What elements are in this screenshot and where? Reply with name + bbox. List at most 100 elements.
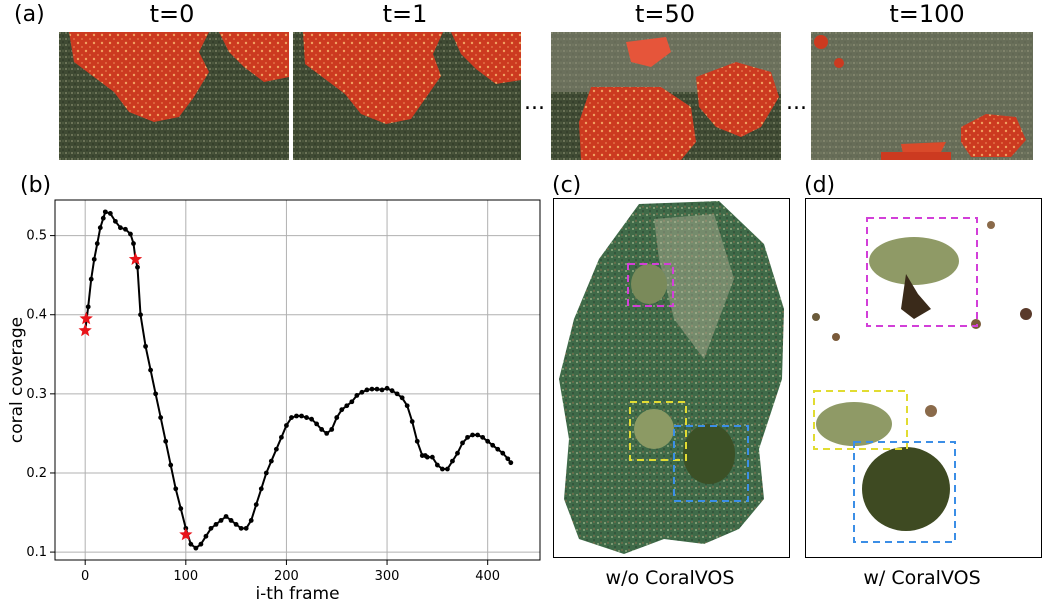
key-frame-star — [128, 252, 143, 265]
data-point — [218, 518, 224, 523]
data-point — [228, 518, 234, 523]
data-point — [470, 432, 475, 438]
data-point — [238, 525, 244, 531]
data-point — [374, 386, 380, 392]
data-point — [203, 533, 209, 539]
data-point — [399, 395, 405, 401]
data-point — [500, 450, 506, 456]
chart-grid — [55, 200, 540, 560]
data-point — [131, 241, 136, 246]
data-point — [263, 470, 269, 476]
data-point — [163, 438, 169, 444]
x-tick-label: 400 — [475, 569, 500, 584]
data-point — [404, 403, 410, 409]
data-point — [273, 446, 279, 452]
data-point — [304, 415, 309, 420]
x-tick-label: 100 — [173, 569, 198, 584]
data-point — [97, 225, 103, 231]
key-frame-star — [78, 323, 92, 337]
key-frame-star — [79, 311, 93, 325]
data-point — [268, 458, 274, 464]
data-point — [319, 427, 325, 432]
data-point — [284, 423, 289, 428]
data-point — [294, 413, 299, 419]
data-point — [198, 541, 204, 547]
data-point — [123, 226, 128, 232]
frame-image-t0 — [59, 32, 289, 160]
data-point — [289, 415, 294, 420]
data-point — [243, 525, 249, 531]
frame-image-t1 — [293, 32, 521, 160]
data-point — [339, 407, 345, 413]
data-point — [379, 387, 385, 393]
data-point — [91, 256, 97, 262]
x-tick-label: 0 — [81, 569, 89, 584]
data-point — [88, 276, 94, 282]
data-point — [505, 456, 511, 462]
panel-a-label: (a) — [14, 2, 45, 27]
caption-without-coralvos: w/o CoralVOS — [605, 567, 735, 589]
data-point — [354, 393, 360, 398]
data-point — [434, 462, 440, 468]
data-point — [102, 209, 108, 215]
data-point — [299, 413, 304, 419]
data-point — [213, 521, 219, 527]
frame-label-t1: t=1 — [382, 0, 428, 28]
data-point — [508, 460, 514, 466]
data-point — [394, 391, 400, 397]
data-point — [188, 541, 194, 547]
chart-ticks: 0 100 200 300 400 0.1 0.2 0.3 0.4 0.5 — [26, 229, 500, 584]
y-tick-label: 0.1 — [26, 545, 47, 560]
data-point — [107, 211, 113, 216]
data-point — [429, 454, 435, 460]
data-point — [85, 304, 91, 310]
data-point — [475, 432, 481, 438]
caption-with-coralvos: w/ CoralVOS — [863, 567, 981, 589]
data-point — [490, 442, 496, 448]
data-point — [135, 264, 140, 270]
data-point — [158, 415, 164, 420]
panel-b-label: (b) — [20, 173, 52, 198]
reconstruction-without-coralvos — [553, 198, 790, 558]
data-point — [369, 386, 375, 392]
y-axis-label: coral coverage — [7, 317, 27, 443]
data-point — [248, 518, 254, 523]
chart-series — [82, 209, 514, 551]
series-line — [84, 210, 512, 550]
data-point — [178, 506, 184, 511]
data-point — [208, 525, 214, 531]
frame-label-t50: t=50 — [634, 0, 696, 28]
data-point — [455, 450, 460, 456]
data-point — [233, 521, 239, 527]
x-tick-label: 300 — [375, 569, 400, 584]
data-point — [450, 458, 455, 464]
data-point — [495, 446, 501, 452]
y-tick-label: 0.2 — [26, 466, 47, 481]
data-point — [258, 486, 264, 492]
data-point — [223, 514, 229, 519]
data-point — [148, 367, 153, 373]
data-point — [465, 434, 470, 440]
panel-d-label: (d) — [804, 173, 836, 198]
data-point — [334, 415, 340, 420]
frame-image-t50 — [551, 32, 781, 160]
data-point — [112, 218, 118, 224]
data-point — [118, 225, 123, 231]
data-point — [414, 438, 420, 444]
x-tick-label: 200 — [274, 569, 299, 584]
data-point — [314, 421, 320, 427]
data-point — [359, 389, 365, 395]
data-point — [439, 466, 445, 472]
data-point — [389, 388, 395, 394]
ellipsis-2: ... — [786, 90, 807, 115]
data-point — [94, 241, 100, 246]
data-point — [349, 399, 355, 405]
key-frame-star — [179, 527, 193, 541]
x-axis-label: i-th frame — [255, 584, 339, 604]
data-point — [329, 427, 335, 432]
data-point — [153, 391, 159, 397]
plot-frame — [54, 199, 541, 561]
panel-c-label: (c) — [552, 173, 582, 198]
data-point — [409, 419, 415, 424]
reconstruction-with-coralvos — [805, 198, 1042, 558]
